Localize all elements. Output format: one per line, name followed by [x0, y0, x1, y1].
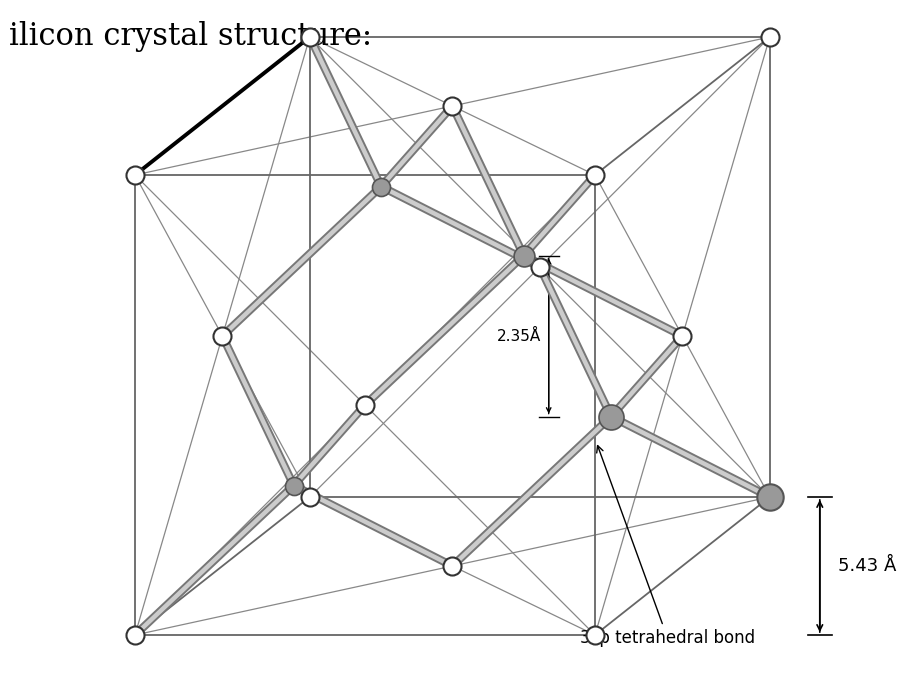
Text: ilicon crystal structure:: ilicon crystal structure:: [9, 21, 372, 52]
Text: 3sp tetrahedral bond: 3sp tetrahedral bond: [579, 446, 754, 647]
Text: 5.43 Å: 5.43 Å: [837, 557, 895, 575]
Text: 2.35Å: 2.35Å: [496, 328, 540, 344]
